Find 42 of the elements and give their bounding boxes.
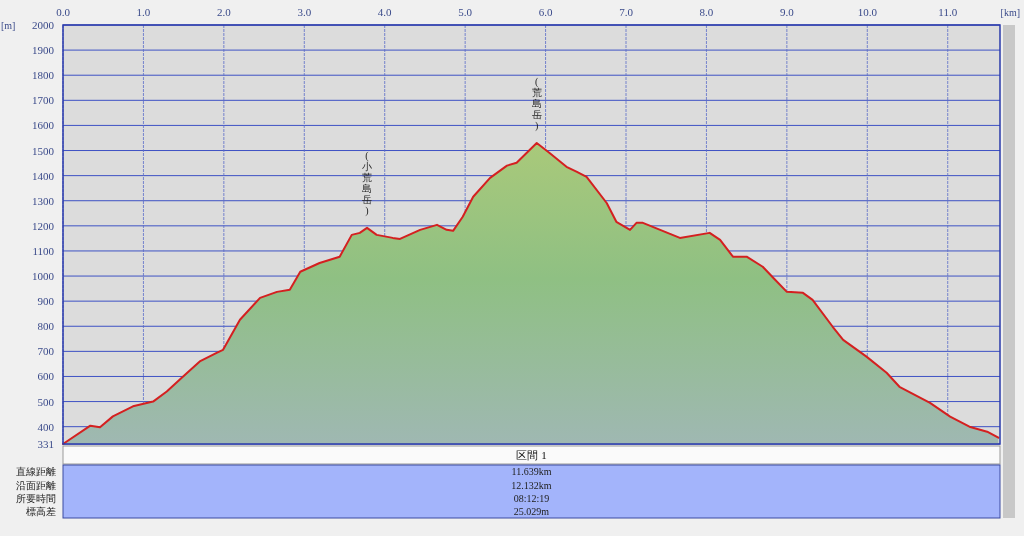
y-tick-label: 2000 (32, 19, 55, 31)
y-axis-title: [m] (1, 20, 16, 31)
y-tick-label: 331 (37, 438, 54, 450)
y-tick-label: 1200 (32, 219, 55, 232)
y-tick-label: 800 (37, 320, 55, 333)
y-tick-label: 1800 (32, 69, 55, 82)
text: 沿面距離 (16, 479, 56, 491)
x-tick-label: 1.0 (136, 6, 151, 18)
y-tick-label: 1300 (32, 194, 55, 207)
y-tick-label: 1400 (32, 169, 55, 182)
y-tick-label: 1700 (32, 94, 55, 107)
text: 11.639km (511, 466, 552, 478)
x-axis-title: [km] (1000, 7, 1020, 18)
y-tick-label: 1100 (32, 244, 55, 257)
x-tick-label: 11.0 (938, 6, 958, 18)
y-tick-label: 400 (37, 420, 55, 433)
text: 区間 1 (516, 449, 547, 461)
annotation: (荒島岳) (531, 75, 542, 132)
y-tick-label: 1000 (32, 270, 55, 283)
y-tick-label: 600 (37, 370, 55, 383)
x-tick-label: 9.0 (779, 6, 795, 18)
x-tick-label: 4.0 (377, 6, 393, 18)
x-tick-label: 8.0 (699, 6, 714, 18)
x-tick-label: 0.0 (56, 6, 71, 18)
text: 08:12:19 (513, 492, 550, 504)
text: 標高差 (26, 506, 56, 517)
y-tick-label: 500 (37, 395, 55, 408)
y-tick-label: 1600 (32, 119, 55, 132)
text: 12.132km (511, 479, 552, 491)
text: 所要時間 (16, 492, 56, 504)
y-tick-label: 700 (37, 345, 55, 358)
x-tick-label: 6.0 (538, 6, 553, 18)
text: 直線距離 (16, 466, 56, 478)
y-tick-label: 900 (37, 295, 55, 308)
text: 25.029m (513, 506, 550, 517)
x-tick-label: 7.0 (619, 6, 634, 18)
y-tick-label: 1900 (32, 44, 55, 57)
y-tick-label: 1500 (32, 144, 55, 157)
x-tick-label: 3.0 (297, 6, 312, 18)
x-tick-label: 2.0 (216, 6, 232, 18)
x-tick-label: 5.0 (458, 6, 473, 18)
x-tick-label: 10.0 (857, 6, 878, 18)
